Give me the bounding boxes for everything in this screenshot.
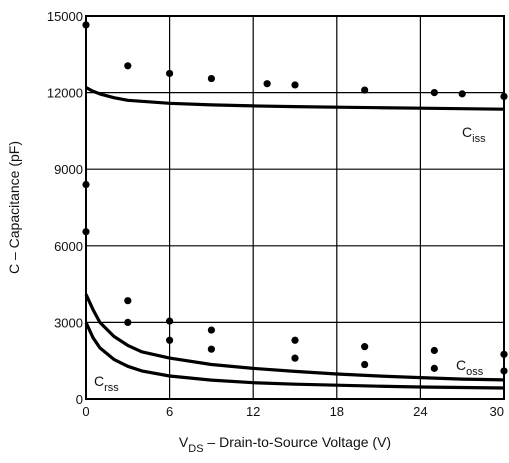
curve-label-rss: Crss [94, 373, 119, 394]
data-point [458, 90, 466, 98]
capacitance-curves [84, 86, 505, 390]
y-tick-label: 3000 [54, 315, 83, 330]
curve-oss [84, 293, 505, 382]
x-axis-label-sub: DS [188, 443, 203, 455]
curve-label-oss: Coss [456, 357, 484, 378]
data-point [166, 336, 174, 344]
data-point [263, 80, 271, 88]
y-tick-label: 12000 [47, 86, 83, 101]
data-point [430, 364, 438, 372]
x-tick-label: 12 [246, 404, 260, 419]
y-tick-label: 6000 [54, 239, 83, 254]
x-tick-label: 0 [82, 404, 89, 419]
x-tick-labels: 0 6 12 18 24 30 [82, 404, 504, 419]
curve-label-iss: Ciss [462, 124, 486, 145]
x-axis-label-main: V [179, 434, 189, 450]
y-tick-label: 0 [76, 392, 83, 407]
data-point [361, 86, 369, 94]
y-tick-labels: 0 3000 6000 9000 12000 15000 [47, 9, 83, 407]
scatter-points [82, 21, 508, 375]
data-point [207, 326, 215, 334]
data-point [361, 343, 369, 351]
x-tick-label: 18 [330, 404, 344, 419]
x-tick-label: 24 [413, 404, 427, 419]
curve-iss [85, 86, 505, 111]
y-axis-label: C – Capacitance (pF) [6, 141, 22, 274]
curve-rss [84, 321, 505, 390]
data-point [207, 74, 215, 83]
curve-labels: Ciss Coss Crss [94, 124, 486, 394]
plot-frame [85, 15, 505, 400]
data-point [124, 297, 132, 305]
data-point [124, 62, 132, 70]
data-point [166, 69, 174, 78]
x-axis-label: VDS – Drain-to-Source Voltage (V) [179, 434, 391, 455]
data-point [361, 360, 369, 369]
y-tick-label: 9000 [54, 162, 83, 177]
x-axis-label-rest: – Drain-to-Source Voltage (V) [204, 434, 392, 450]
data-point [430, 346, 438, 355]
x-tick-label: 30 [490, 404, 504, 419]
data-point [430, 89, 438, 97]
data-point [291, 354, 299, 362]
x-tick-label: 6 [166, 404, 173, 419]
data-point [166, 317, 174, 325]
data-point [291, 336, 299, 344]
y-tick-label: 15000 [47, 9, 83, 24]
data-point [124, 318, 132, 326]
data-point [207, 345, 215, 353]
data-point [291, 81, 299, 89]
